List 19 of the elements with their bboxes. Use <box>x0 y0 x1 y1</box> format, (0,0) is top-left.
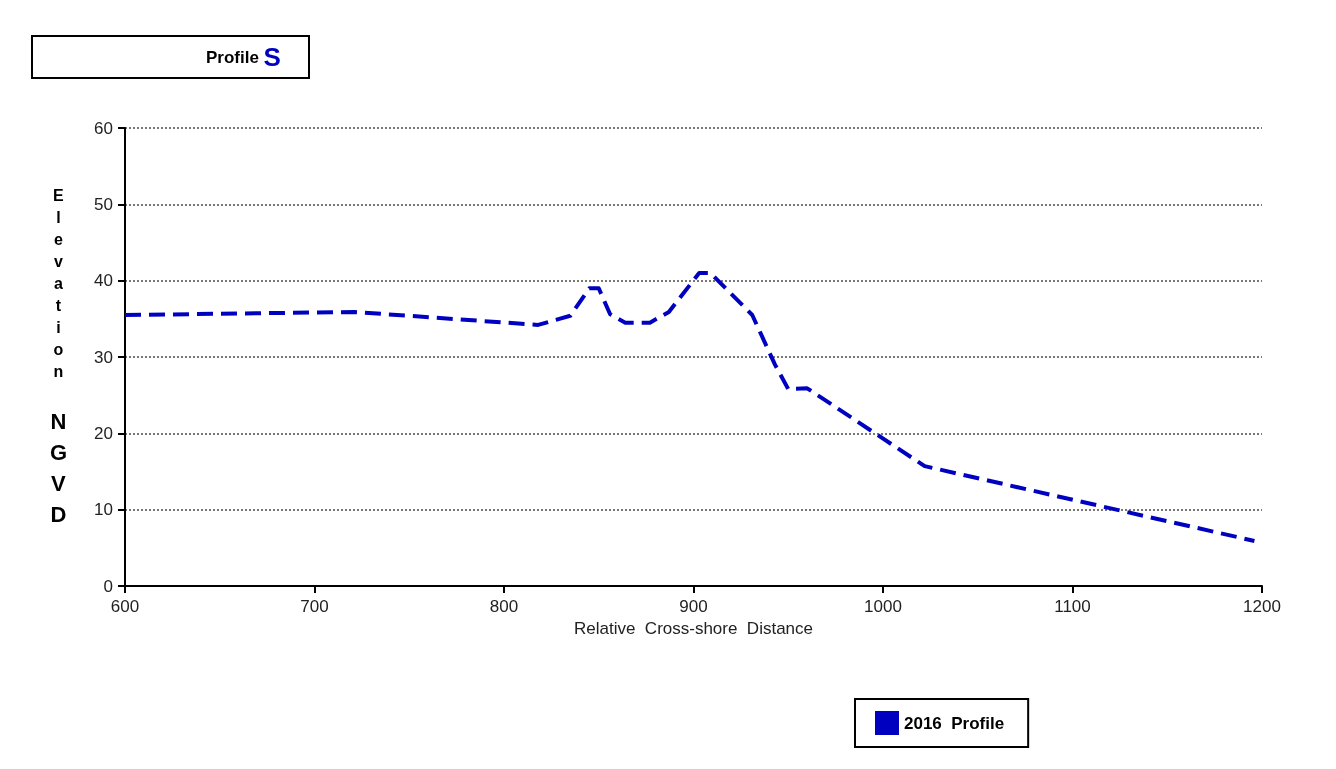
y-tick-label: 0 <box>103 576 113 596</box>
y-tick-label: 10 <box>94 500 113 520</box>
x-tick-label: 600 <box>110 597 140 616</box>
x-tick-label: 1100 <box>1054 597 1091 616</box>
chart-title: Profile S <box>206 42 281 72</box>
y-tick-label: 20 <box>94 423 113 443</box>
y-tick-label: 30 <box>94 347 113 367</box>
x-tick-label: 900 <box>679 597 708 616</box>
legend-label: 2016 Profile <box>904 713 1005 733</box>
x-tick-label: 1200 <box>1243 597 1281 616</box>
y-tick-label: 50 <box>94 194 113 214</box>
x-tick-label: 700 <box>300 597 329 616</box>
y-tick-label: 40 <box>94 271 113 291</box>
text: Elevation NGVD <box>49 186 68 527</box>
x-tick-label: 1000 <box>864 597 902 616</box>
x-tick-label: 800 <box>489 597 519 616</box>
x-axis-title: Relative Cross-shore Distance <box>573 618 814 638</box>
line-series <box>123 271 1257 543</box>
y-tick-label: 60 <box>94 118 113 138</box>
